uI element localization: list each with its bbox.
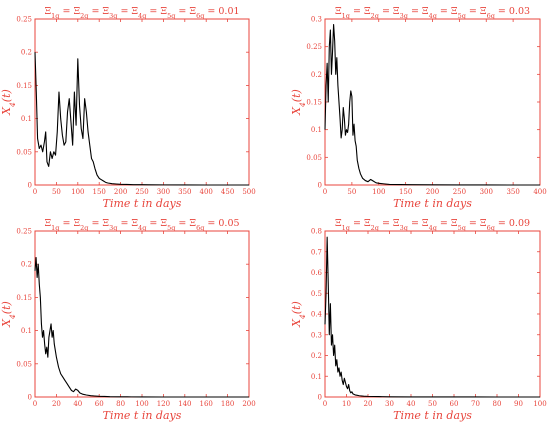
subplot-3: Ξ1q = Ξ2q = Ξ3q = Ξ4q = Ξ5q = Ξ6q = 0.05… xyxy=(0,218,256,422)
y-tick-label: 0.2 xyxy=(21,49,32,57)
x-tick-label: 140 xyxy=(178,400,191,408)
x-tick-label: 10 xyxy=(342,400,351,408)
x-tick-label: 100 xyxy=(135,400,148,408)
x-tick-label: 450 xyxy=(221,188,234,196)
y-tick-label: 0.15 xyxy=(16,294,32,302)
x-axis-label: Time t in days xyxy=(393,409,472,422)
x-axis-label: Time t in days xyxy=(393,197,472,210)
series-line xyxy=(324,236,540,398)
y-tick-label: 0.15 xyxy=(16,82,32,90)
series-line xyxy=(324,23,540,186)
y-tick-label: 0.05 xyxy=(16,148,32,156)
x-tick-label: 0 xyxy=(33,400,37,408)
x-tick-label: 0 xyxy=(323,188,327,196)
y-tick-label: 0.3 xyxy=(311,16,322,24)
chart-title: Ξ1q = Ξ2q = Ξ3q = Ξ4q = Ξ5q = Ξ6q = 0.09 xyxy=(335,218,530,232)
x-tick-label: 150 xyxy=(399,188,412,196)
x-tick-label: 90 xyxy=(514,400,523,408)
y-tick-label: 0.25 xyxy=(16,228,32,236)
y-tick-label: 0.25 xyxy=(16,16,32,24)
y-tick-label: 0 xyxy=(28,394,32,402)
y-tick-label: 0.1 xyxy=(311,126,322,134)
x-tick-label: 160 xyxy=(200,400,213,408)
x-axis-label: Time t in days xyxy=(103,197,182,210)
y-tick-label: 0.8 xyxy=(311,228,322,236)
x-tick-label: 200 xyxy=(426,188,439,196)
x-tick-label: 300 xyxy=(157,188,170,196)
y-tick-label: 0.05 xyxy=(16,360,32,368)
subplot-1: Ξ1q = Ξ2q = Ξ3q = Ξ4q = Ξ5q = Ξ6q = 0.01… xyxy=(0,6,256,210)
x-tick-label: 150 xyxy=(93,188,106,196)
y-tick-label: 0.3 xyxy=(311,331,322,339)
chart-title: Ξ1q = Ξ2q = Ξ3q = Ξ4q = Ξ5q = Ξ6q = 0.05 xyxy=(44,218,239,232)
x-tick-label: 100 xyxy=(372,188,385,196)
x-tick-label: 100 xyxy=(71,188,84,196)
x-tick-label: 60 xyxy=(95,400,104,408)
axes-frame xyxy=(324,230,541,398)
y-tick-label: 0.5 xyxy=(311,290,322,298)
subplot-2: Ξ1q = Ξ2q = Ξ3q = Ξ4q = Ξ5q = Ξ6q = 0.03… xyxy=(290,6,547,210)
y-tick-label: 0 xyxy=(28,182,32,190)
x-tick-label: 50 xyxy=(52,188,61,196)
x-tick-label: 100 xyxy=(533,400,546,408)
x-tick-label: 250 xyxy=(135,188,148,196)
y-axis-label: X4(t) xyxy=(290,301,307,328)
y-tick-label: 0.1 xyxy=(21,115,32,123)
x-tick-label: 20 xyxy=(364,400,373,408)
y-tick-label: 0.4 xyxy=(311,311,323,319)
y-axis-label: X4(t) xyxy=(290,89,307,116)
y-tick-label: 0.1 xyxy=(311,373,322,381)
x-axis-label: Time t in days xyxy=(103,409,182,422)
x-tick-label: 20 xyxy=(52,400,61,408)
x-tick-label: 250 xyxy=(453,188,466,196)
y-tick-label: 0 xyxy=(318,182,322,190)
series-line xyxy=(34,257,249,398)
y-tick-label: 0 xyxy=(318,394,322,402)
x-tick-label: 400 xyxy=(200,188,213,196)
x-tick-label: 0 xyxy=(323,400,327,408)
series-line xyxy=(34,52,249,186)
y-tick-label: 0.6 xyxy=(311,269,323,277)
x-tick-label: 300 xyxy=(480,188,493,196)
x-tick-label: 50 xyxy=(428,400,437,408)
x-tick-label: 350 xyxy=(506,188,519,196)
x-tick-label: 350 xyxy=(178,188,191,196)
x-tick-label: 180 xyxy=(221,400,234,408)
chart-title: Ξ1q = Ξ2q = Ξ3q = Ξ4q = Ξ5q = Ξ6q = 0.01 xyxy=(44,6,239,20)
x-tick-label: 400 xyxy=(533,188,546,196)
axes-frame xyxy=(34,18,250,186)
x-tick-label: 200 xyxy=(114,188,127,196)
y-tick-label: 0.1 xyxy=(21,327,32,335)
y-tick-label: 0.2 xyxy=(21,261,32,269)
axes-frame xyxy=(34,230,250,398)
x-tick-label: 40 xyxy=(73,400,82,408)
x-tick-label: 120 xyxy=(157,400,170,408)
x-tick-label: 40 xyxy=(407,400,416,408)
y-tick-label: 0.05 xyxy=(306,154,322,162)
subplot-4: Ξ1q = Ξ2q = Ξ3q = Ξ4q = Ξ5q = Ξ6q = 0.09… xyxy=(290,218,547,422)
chart-title: Ξ1q = Ξ2q = Ξ3q = Ξ4q = Ξ5q = Ξ6q = 0.03 xyxy=(335,6,530,20)
y-tick-label: 0.2 xyxy=(311,71,322,79)
x-tick-label: 0 xyxy=(33,188,37,196)
y-tick-label: 0.2 xyxy=(311,352,322,360)
x-tick-label: 60 xyxy=(450,400,459,408)
y-tick-label: 0.15 xyxy=(306,99,322,107)
y-tick-label: 0.25 xyxy=(306,43,322,51)
y-tick-label: 0.7 xyxy=(311,248,322,256)
y-axis-label: X4(t) xyxy=(0,301,17,328)
x-tick-label: 50 xyxy=(347,188,356,196)
y-axis-label: X4(t) xyxy=(0,89,17,116)
x-tick-label: 500 xyxy=(242,188,255,196)
x-tick-label: 80 xyxy=(493,400,502,408)
x-tick-label: 200 xyxy=(242,400,255,408)
x-tick-label: 30 xyxy=(385,400,394,408)
x-tick-label: 70 xyxy=(471,400,480,408)
x-tick-label: 80 xyxy=(116,400,125,408)
